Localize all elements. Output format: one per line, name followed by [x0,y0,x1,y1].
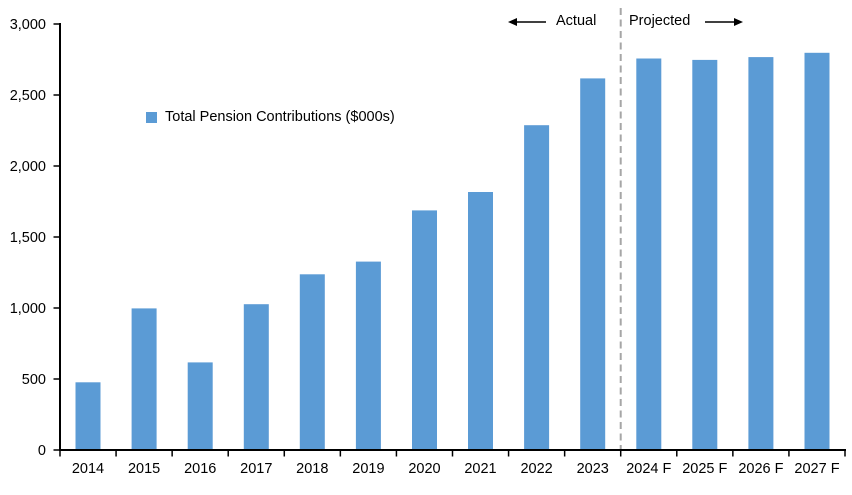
x-tick-label: 2018 [296,461,328,477]
x-tick-label: 2020 [408,461,440,477]
x-tick-label: 2025 F [682,461,727,477]
legend-marker-icon [146,111,157,123]
left-arrow-icon [508,18,546,26]
y-tick-label: 2,500 [10,88,46,104]
x-tick-label: 2026 F [738,461,783,477]
chart-legend: Total Pension Contributions ($000s) [146,109,395,125]
right-arrow-icon [705,18,743,26]
x-tick-label: 2016 [184,461,216,477]
bar-2021 [468,192,493,449]
x-tick-label: 2019 [352,461,384,477]
actual-label: Actual [556,13,597,29]
x-tick-label: 2022 [520,461,552,477]
bar-2020 [412,210,437,449]
x-tick-label: 2021 [464,461,496,477]
legend-label: Total Pension Contributions ($000s) [165,109,395,125]
x-tick-label: 2023 [577,461,609,477]
x-tick-label: 2024 F [626,461,671,477]
y-tick-label: 1,000 [10,301,46,317]
x-tick-label: 2027 F [794,461,839,477]
bar-2025 F [692,59,718,450]
y-tick-label: 0 [38,443,46,459]
projected-label: Projected [629,13,691,29]
bar-2026 F [748,57,774,449]
bar-2017 [243,304,269,449]
x-tick-label: 2014 [72,461,104,477]
y-tick-label: 500 [22,372,46,388]
bar-2023 [580,78,606,450]
bar-2022 [524,125,550,449]
bar-2024 F [636,58,662,449]
x-tick-label: 2017 [240,461,272,477]
bar-2018 [299,274,325,449]
y-tick-label: 2,000 [10,159,46,175]
y-tick-label: 3,000 [10,17,46,33]
bar-2027 F [804,52,830,450]
bar-2014 [75,382,101,449]
x-tick-label: 2015 [128,461,160,477]
y-tick-label: 1,500 [10,230,46,246]
bar-2015 [131,308,157,449]
bar-2016 [187,362,213,449]
bar-2019 [355,261,381,449]
